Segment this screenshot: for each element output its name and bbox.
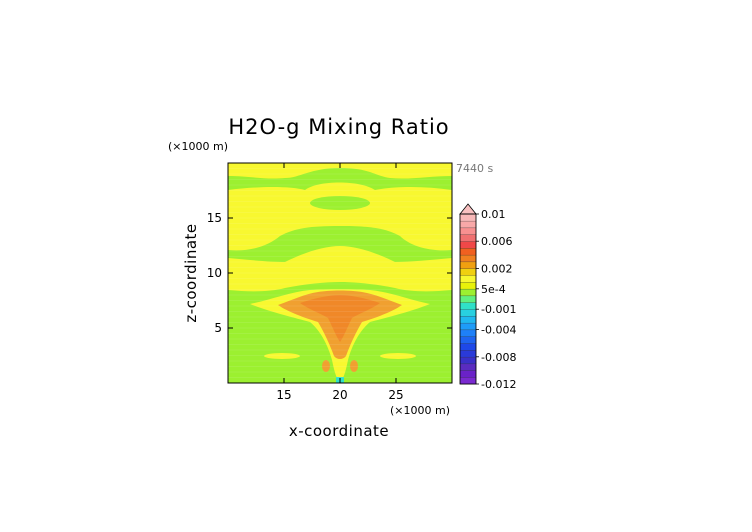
y-tick-label: 10 bbox=[207, 266, 222, 280]
field-drop-left bbox=[322, 360, 330, 372]
colorbar-swatch bbox=[459, 213, 477, 222]
colorbar-label: 0.006 bbox=[481, 235, 513, 248]
field-upper-layer bbox=[228, 182, 452, 251]
plot-area bbox=[228, 163, 452, 383]
field-left-streak bbox=[264, 353, 300, 359]
x-tick-label: 20 bbox=[332, 388, 347, 402]
y-tick-label: 15 bbox=[207, 211, 222, 225]
colorbar-swatch bbox=[459, 281, 477, 290]
colorbar-label: -0.004 bbox=[481, 324, 516, 337]
colorbar-swatch bbox=[459, 261, 477, 269]
colorbar-swatch bbox=[459, 227, 477, 235]
chart-title: H2O-g Mixing Ratio bbox=[228, 115, 449, 139]
colorbar-swatch bbox=[459, 302, 477, 310]
x-axis-label: x-coordinate bbox=[289, 422, 389, 440]
colorbar-swatch bbox=[459, 288, 477, 297]
colorbar-swatch bbox=[459, 254, 477, 263]
x-axis: 15 20 25 bbox=[276, 163, 404, 402]
colorbar-label: 5e-4 bbox=[481, 283, 506, 296]
field-upper-lens bbox=[310, 196, 370, 210]
colorbar-swatch bbox=[459, 234, 477, 242]
colorbar-label: 0.002 bbox=[481, 262, 513, 275]
colorbar-swatch bbox=[459, 343, 477, 351]
field-right-streak bbox=[380, 353, 416, 359]
colorbar-swatch bbox=[459, 241, 477, 249]
colorbar-frame bbox=[459, 213, 477, 385]
colorbar-label: 0.01 bbox=[481, 208, 506, 221]
colorbar-swatch bbox=[459, 336, 477, 344]
field-middle-region bbox=[228, 246, 452, 292]
colorbar-swatch bbox=[459, 363, 477, 371]
y-axis: 5 10 15 bbox=[207, 211, 452, 335]
colorbar-swatch bbox=[459, 309, 477, 317]
colorbar-swatch bbox=[459, 356, 477, 365]
colorbar-label: -0.001 bbox=[481, 303, 516, 316]
plot-mesh bbox=[228, 168, 452, 378]
colorbar-swatch bbox=[459, 315, 477, 324]
x-tick-label: 25 bbox=[388, 388, 403, 402]
y-unit-label: (×1000 m) bbox=[168, 140, 228, 153]
colorbar-swatch bbox=[459, 247, 477, 256]
field-drop-right bbox=[350, 360, 358, 372]
colorbar-label: -0.008 bbox=[481, 351, 516, 364]
colorbar-swatch bbox=[459, 349, 477, 358]
colorbar-swatch bbox=[459, 220, 477, 229]
colorbar-swatch bbox=[459, 329, 477, 337]
colorbar-swatch bbox=[459, 370, 477, 378]
time-label: 7440 s bbox=[456, 162, 493, 175]
x-tick-label: 15 bbox=[276, 388, 291, 402]
y-axis-label: z-coordinate bbox=[182, 223, 200, 322]
colorbar-swatch bbox=[459, 322, 477, 331]
colorbar-swatch bbox=[459, 268, 477, 276]
colorbar: 0.01 0.006 0.002 5e-4 -0.001 -0.004 -0.008 -0.0… bbox=[459, 203, 516, 391]
colorbar-swatch bbox=[459, 295, 477, 303]
colorbar-label: -0.012 bbox=[481, 378, 516, 391]
colorbar-swatch bbox=[459, 275, 477, 283]
y-tick-label: 5 bbox=[214, 321, 222, 335]
colorbar-extend-arrow bbox=[459, 203, 477, 215]
colorbar-swatch bbox=[459, 377, 477, 385]
x-unit-label: (×1000 m) bbox=[390, 404, 450, 417]
field-core-inner bbox=[300, 295, 380, 342]
